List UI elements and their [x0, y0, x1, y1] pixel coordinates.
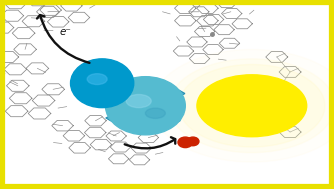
Ellipse shape — [178, 137, 193, 148]
Ellipse shape — [106, 77, 185, 135]
Ellipse shape — [152, 50, 334, 162]
Polygon shape — [144, 86, 185, 107]
Ellipse shape — [169, 59, 334, 153]
Ellipse shape — [187, 137, 199, 146]
Ellipse shape — [70, 59, 134, 108]
Polygon shape — [111, 84, 147, 107]
Ellipse shape — [145, 108, 165, 119]
Ellipse shape — [126, 94, 151, 108]
Polygon shape — [144, 105, 180, 128]
Ellipse shape — [179, 64, 325, 147]
Polygon shape — [106, 105, 147, 125]
Ellipse shape — [87, 74, 107, 84]
Ellipse shape — [197, 75, 307, 137]
Text: e⁻: e⁻ — [59, 27, 71, 37]
